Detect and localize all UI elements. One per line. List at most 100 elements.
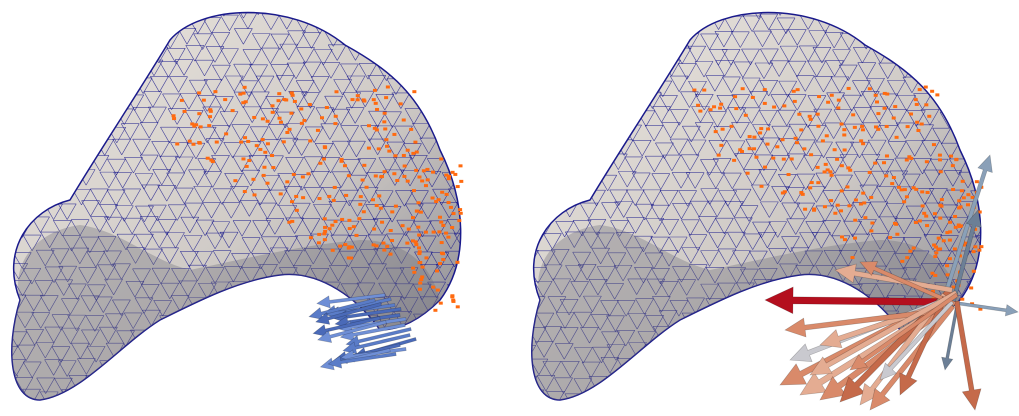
- mesh-edge: [623, 92, 634, 109]
- mesh-edge: [588, 112, 599, 129]
- mesh-edge: [707, 200, 718, 217]
- mesh-edge: [995, 17, 1004, 33]
- mesh-edge: [349, 220, 360, 237]
- mesh-edge: [135, 247, 145, 264]
- mesh-edge: [1006, 155, 1015, 171]
- mesh-edge: [645, 344, 655, 361]
- mesh-edge: [53, 12, 63, 17]
- mesh-edge: [393, 157, 403, 174]
- mesh-edge: [88, 409, 97, 416]
- mesh-edge: [694, 61, 705, 78]
- sample-point: [308, 236, 313, 240]
- sample-point: [939, 198, 944, 202]
- mesh-edge: [732, 16, 742, 33]
- sample-point: [417, 233, 422, 237]
- sample-point: [824, 134, 829, 138]
- mesh-edge: [1005, 187, 1014, 203]
- mesh-edge: [126, 377, 137, 394]
- mesh-edge: [833, 32, 844, 49]
- sample-point: [434, 200, 439, 204]
- mesh-edge: [430, 13, 440, 30]
- sample-point: [795, 141, 800, 145]
- mesh-edge: [672, 328, 682, 345]
- mesh-edge: [590, 314, 601, 331]
- mesh-edge: [816, 95, 827, 112]
- mesh-edge: [486, 363, 490, 379]
- mesh-edge: [915, 32, 925, 49]
- mesh-edge: [35, 250, 46, 267]
- mesh-edge: [696, 373, 707, 390]
- mesh-edge: [924, 124, 934, 141]
- mesh-edge: [1002, 94, 1011, 110]
- mesh-edge: [670, 374, 680, 391]
- mesh-edge: [678, 190, 688, 207]
- sample-point: [289, 91, 294, 95]
- sample-point: [411, 216, 416, 220]
- mesh-edge: [90, 200, 100, 217]
- mesh-edge: [402, 409, 411, 416]
- mesh-edge: [716, 12, 726, 15]
- mesh-edge: [704, 357, 714, 374]
- mesh-edge: [22, 361, 33, 378]
- mesh-edge: [642, 189, 653, 206]
- sample-point: [182, 109, 187, 113]
- mesh-edge: [338, 408, 347, 416]
- mesh-edge: [668, 281, 679, 298]
- mesh-edge: [669, 16, 679, 33]
- mesh-edge: [277, 327, 287, 344]
- mesh-edge: [596, 138, 606, 155]
- mesh-edge: [994, 201, 1003, 217]
- mesh-edge: [589, 28, 600, 45]
- mesh-edge: [643, 392, 654, 400]
- mesh-edge: [876, 186, 886, 203]
- mesh-edge: [367, 234, 378, 251]
- mesh-edge: [24, 311, 35, 328]
- mesh-edge: [977, 94, 981, 111]
- mesh-edge: [619, 124, 629, 141]
- mesh-edge: [338, 265, 348, 282]
- mesh-edge: [270, 64, 281, 81]
- sample-point: [355, 94, 360, 98]
- mesh-edge: [86, 251, 97, 268]
- mesh-edge: [606, 108, 617, 125]
- sample-point: [299, 107, 304, 111]
- sample-point: [451, 298, 456, 302]
- mesh-edge: [717, 140, 728, 157]
- mesh-edge: [958, 217, 969, 234]
- mesh-edge: [896, 122, 906, 139]
- mesh-edge: [618, 393, 628, 400]
- mesh-edge: [466, 269, 475, 285]
- mesh-edge: [70, 327, 80, 344]
- mesh-edge: [160, 282, 171, 299]
- sample-point: [423, 184, 428, 188]
- mesh-edge: [169, 247, 179, 264]
- mesh-edge: [903, 253, 913, 270]
- sample-point: [431, 230, 436, 234]
- mesh-edge: [979, 190, 981, 207]
- mesh-edge: [531, 202, 537, 219]
- mesh-edge: [565, 93, 575, 110]
- mesh-edge: [824, 205, 835, 222]
- sample-point: [339, 157, 344, 161]
- sample-point: [775, 145, 780, 149]
- mesh-edge: [546, 107, 556, 124]
- mesh-edge: [313, 126, 324, 143]
- mesh-edge: [99, 91, 109, 108]
- sample-point: [917, 88, 922, 92]
- mesh-edge: [753, 30, 763, 47]
- mesh-edge: [284, 389, 295, 400]
- mesh-edge: [275, 389, 286, 400]
- mesh-edge: [33, 405, 42, 416]
- mesh-edge: [614, 33, 625, 50]
- mesh-edge: [465, 65, 474, 81]
- mesh-edge: [537, 267, 548, 284]
- mesh-edge: [830, 76, 841, 93]
- sample-point: [306, 172, 311, 176]
- mesh-edge: [241, 155, 251, 172]
- mesh-edge: [570, 93, 581, 110]
- mesh-edge: [876, 13, 887, 30]
- mesh-edge: [141, 268, 151, 285]
- mesh-edge: [591, 248, 601, 264]
- mesh-edge: [267, 294, 278, 311]
- mesh-edge: [113, 29, 123, 46]
